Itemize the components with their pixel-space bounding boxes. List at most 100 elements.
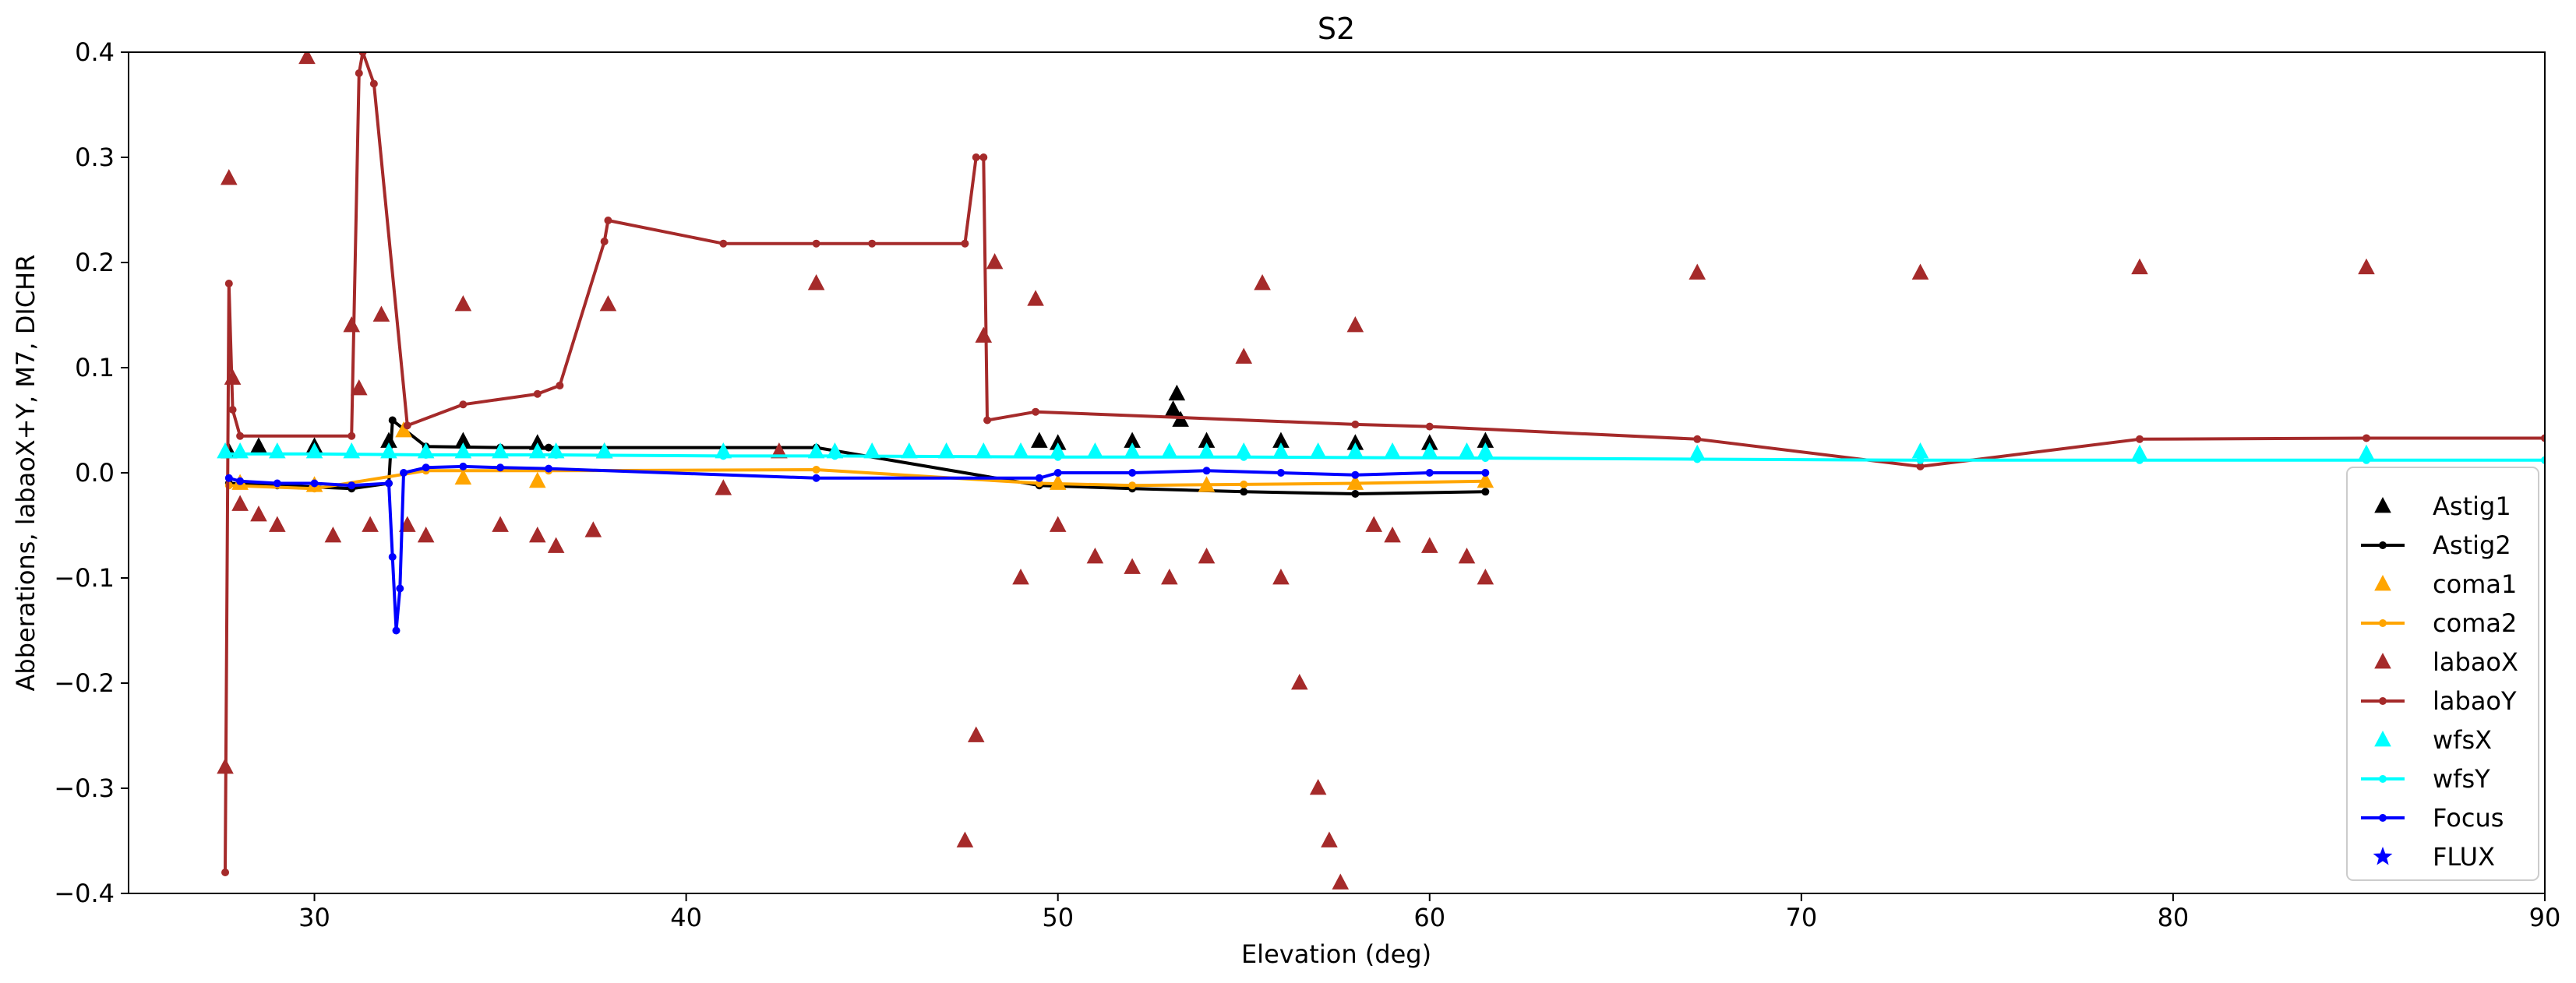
- legend-label-astig1: Astig1: [2433, 492, 2511, 521]
- x-tick-label: 70: [1785, 903, 1817, 932]
- data-point-labaox: [1346, 316, 1364, 333]
- data-point-focus: [1481, 469, 1490, 477]
- data-point-wfsx: [1458, 442, 1476, 459]
- y-tick-label: 0.0: [75, 458, 115, 488]
- data-point-labaoy: [1693, 435, 1702, 443]
- data-point-labaox: [547, 537, 565, 553]
- data-point-labaox: [269, 516, 286, 532]
- data-point-labaox: [1309, 779, 1327, 795]
- legend-marker-coma2: [2379, 619, 2387, 627]
- data-point-labaox: [1689, 263, 1706, 280]
- data-point-wfsx: [1689, 444, 1706, 461]
- data-point-labaoy: [358, 52, 367, 56]
- data-point-labaox: [1235, 347, 1253, 364]
- data-point-labaoy: [556, 381, 564, 389]
- data-point-astig2: [545, 443, 553, 452]
- data-point-focus: [1128, 469, 1137, 477]
- data-point-coma1: [395, 421, 412, 438]
- data-point-wfsy: [422, 451, 430, 460]
- data-point-focus: [459, 462, 468, 470]
- data-point-labaox: [2358, 258, 2375, 275]
- data-point-coma2: [1481, 477, 1490, 485]
- data-point-wfsx: [1124, 442, 1141, 459]
- y-tick-label: 0.3: [75, 143, 115, 172]
- legend-marker-wfsx: [2374, 731, 2391, 747]
- series-wfsy: [221, 449, 2545, 464]
- data-point-labaox: [492, 516, 509, 532]
- data-point-focus: [310, 479, 319, 488]
- legend-marker-coma1: [2374, 575, 2391, 591]
- data-point-focus: [422, 463, 430, 472]
- data-point-labaoy: [1916, 462, 1925, 470]
- series-line-coma2: [228, 468, 1486, 491]
- data-point-wfsx: [231, 442, 249, 459]
- legend-item-coma2: coma2: [2361, 608, 2517, 638]
- legend-label-focus: Focus: [2433, 803, 2504, 833]
- data-point-focus: [392, 626, 401, 635]
- data-point-labaoy: [221, 868, 230, 876]
- data-point-focus: [236, 477, 245, 485]
- data-point-wfsx: [1086, 442, 1104, 459]
- data-point-coma2: [1128, 481, 1137, 490]
- data-point-labaox: [1198, 548, 1216, 564]
- data-point-wfsx: [1012, 442, 1029, 459]
- data-point-wfsx: [1272, 442, 1290, 459]
- data-point-wfsy: [1053, 453, 1062, 461]
- x-tick-label: 40: [670, 903, 702, 932]
- data-point-labaoy: [228, 406, 237, 414]
- data-point-labaoy: [2541, 434, 2545, 442]
- legend-label-wfsx: wfsX: [2433, 725, 2492, 755]
- data-point-labaoy: [961, 239, 969, 248]
- data-point-wfsx: [1420, 442, 1438, 459]
- data-point-labaox: [1458, 548, 1476, 564]
- data-point-wfsx: [1161, 442, 1178, 459]
- data-point-astig1: [1168, 384, 1186, 401]
- data-point-wfsx: [826, 442, 844, 459]
- data-point-labaoy: [348, 432, 356, 440]
- legend-marker-labaoy: [2379, 697, 2387, 705]
- data-point-wfsy: [2135, 456, 2144, 464]
- legend-item-astig1: Astig1: [2374, 492, 2511, 521]
- data-point-labaox: [454, 295, 472, 312]
- series-line-astig2: [228, 418, 1486, 495]
- chart-title: S2: [1318, 12, 1355, 46]
- data-point-labaoy: [403, 421, 411, 430]
- data-point-coma2: [1240, 480, 1248, 488]
- data-point-labaox: [343, 316, 361, 333]
- data-point-focus: [388, 553, 397, 561]
- data-point-labaox: [250, 506, 267, 522]
- data-point-astig2: [1240, 488, 1248, 496]
- legend-item-labaox: labaoX: [2374, 647, 2518, 677]
- data-point-wfsx: [1911, 442, 1929, 459]
- data-point-wfsy: [310, 449, 319, 458]
- x-tick-label: 60: [1413, 903, 1445, 932]
- legend-box: [2346, 467, 2539, 881]
- data-point-astig1: [250, 437, 267, 453]
- data-point-labaox: [599, 295, 617, 312]
- data-point-focus: [224, 474, 233, 482]
- data-point-labaox: [1365, 516, 1383, 532]
- data-point-wfsy: [1481, 454, 1490, 463]
- data-point-wfsx: [975, 442, 993, 459]
- data-point-wfsy: [552, 451, 560, 460]
- data-point-labaox: [231, 495, 249, 511]
- data-point-coma1: [1049, 474, 1067, 490]
- data-point-wfsy: [831, 452, 839, 460]
- y-tick-label: −0.2: [54, 668, 115, 698]
- data-point-wfsx: [1235, 442, 1253, 459]
- series-focus: [224, 462, 1490, 635]
- data-point-labaox: [807, 274, 825, 291]
- data-point-wfsx: [863, 442, 880, 459]
- legend-label-wfsy: wfsY: [2433, 764, 2490, 794]
- series-line-wfsy: [225, 452, 2545, 462]
- data-point-labaox: [1124, 558, 1141, 574]
- data-point-wfsx: [901, 442, 918, 459]
- series-line-focus: [228, 464, 1486, 632]
- data-point-coma1: [528, 471, 546, 488]
- legend-marker-astig1: [2374, 497, 2391, 513]
- data-point-wfsx: [715, 442, 732, 459]
- data-point-wfsx: [937, 442, 955, 459]
- data-point-astig1: [1272, 432, 1290, 448]
- data-point-labaox: [362, 516, 379, 532]
